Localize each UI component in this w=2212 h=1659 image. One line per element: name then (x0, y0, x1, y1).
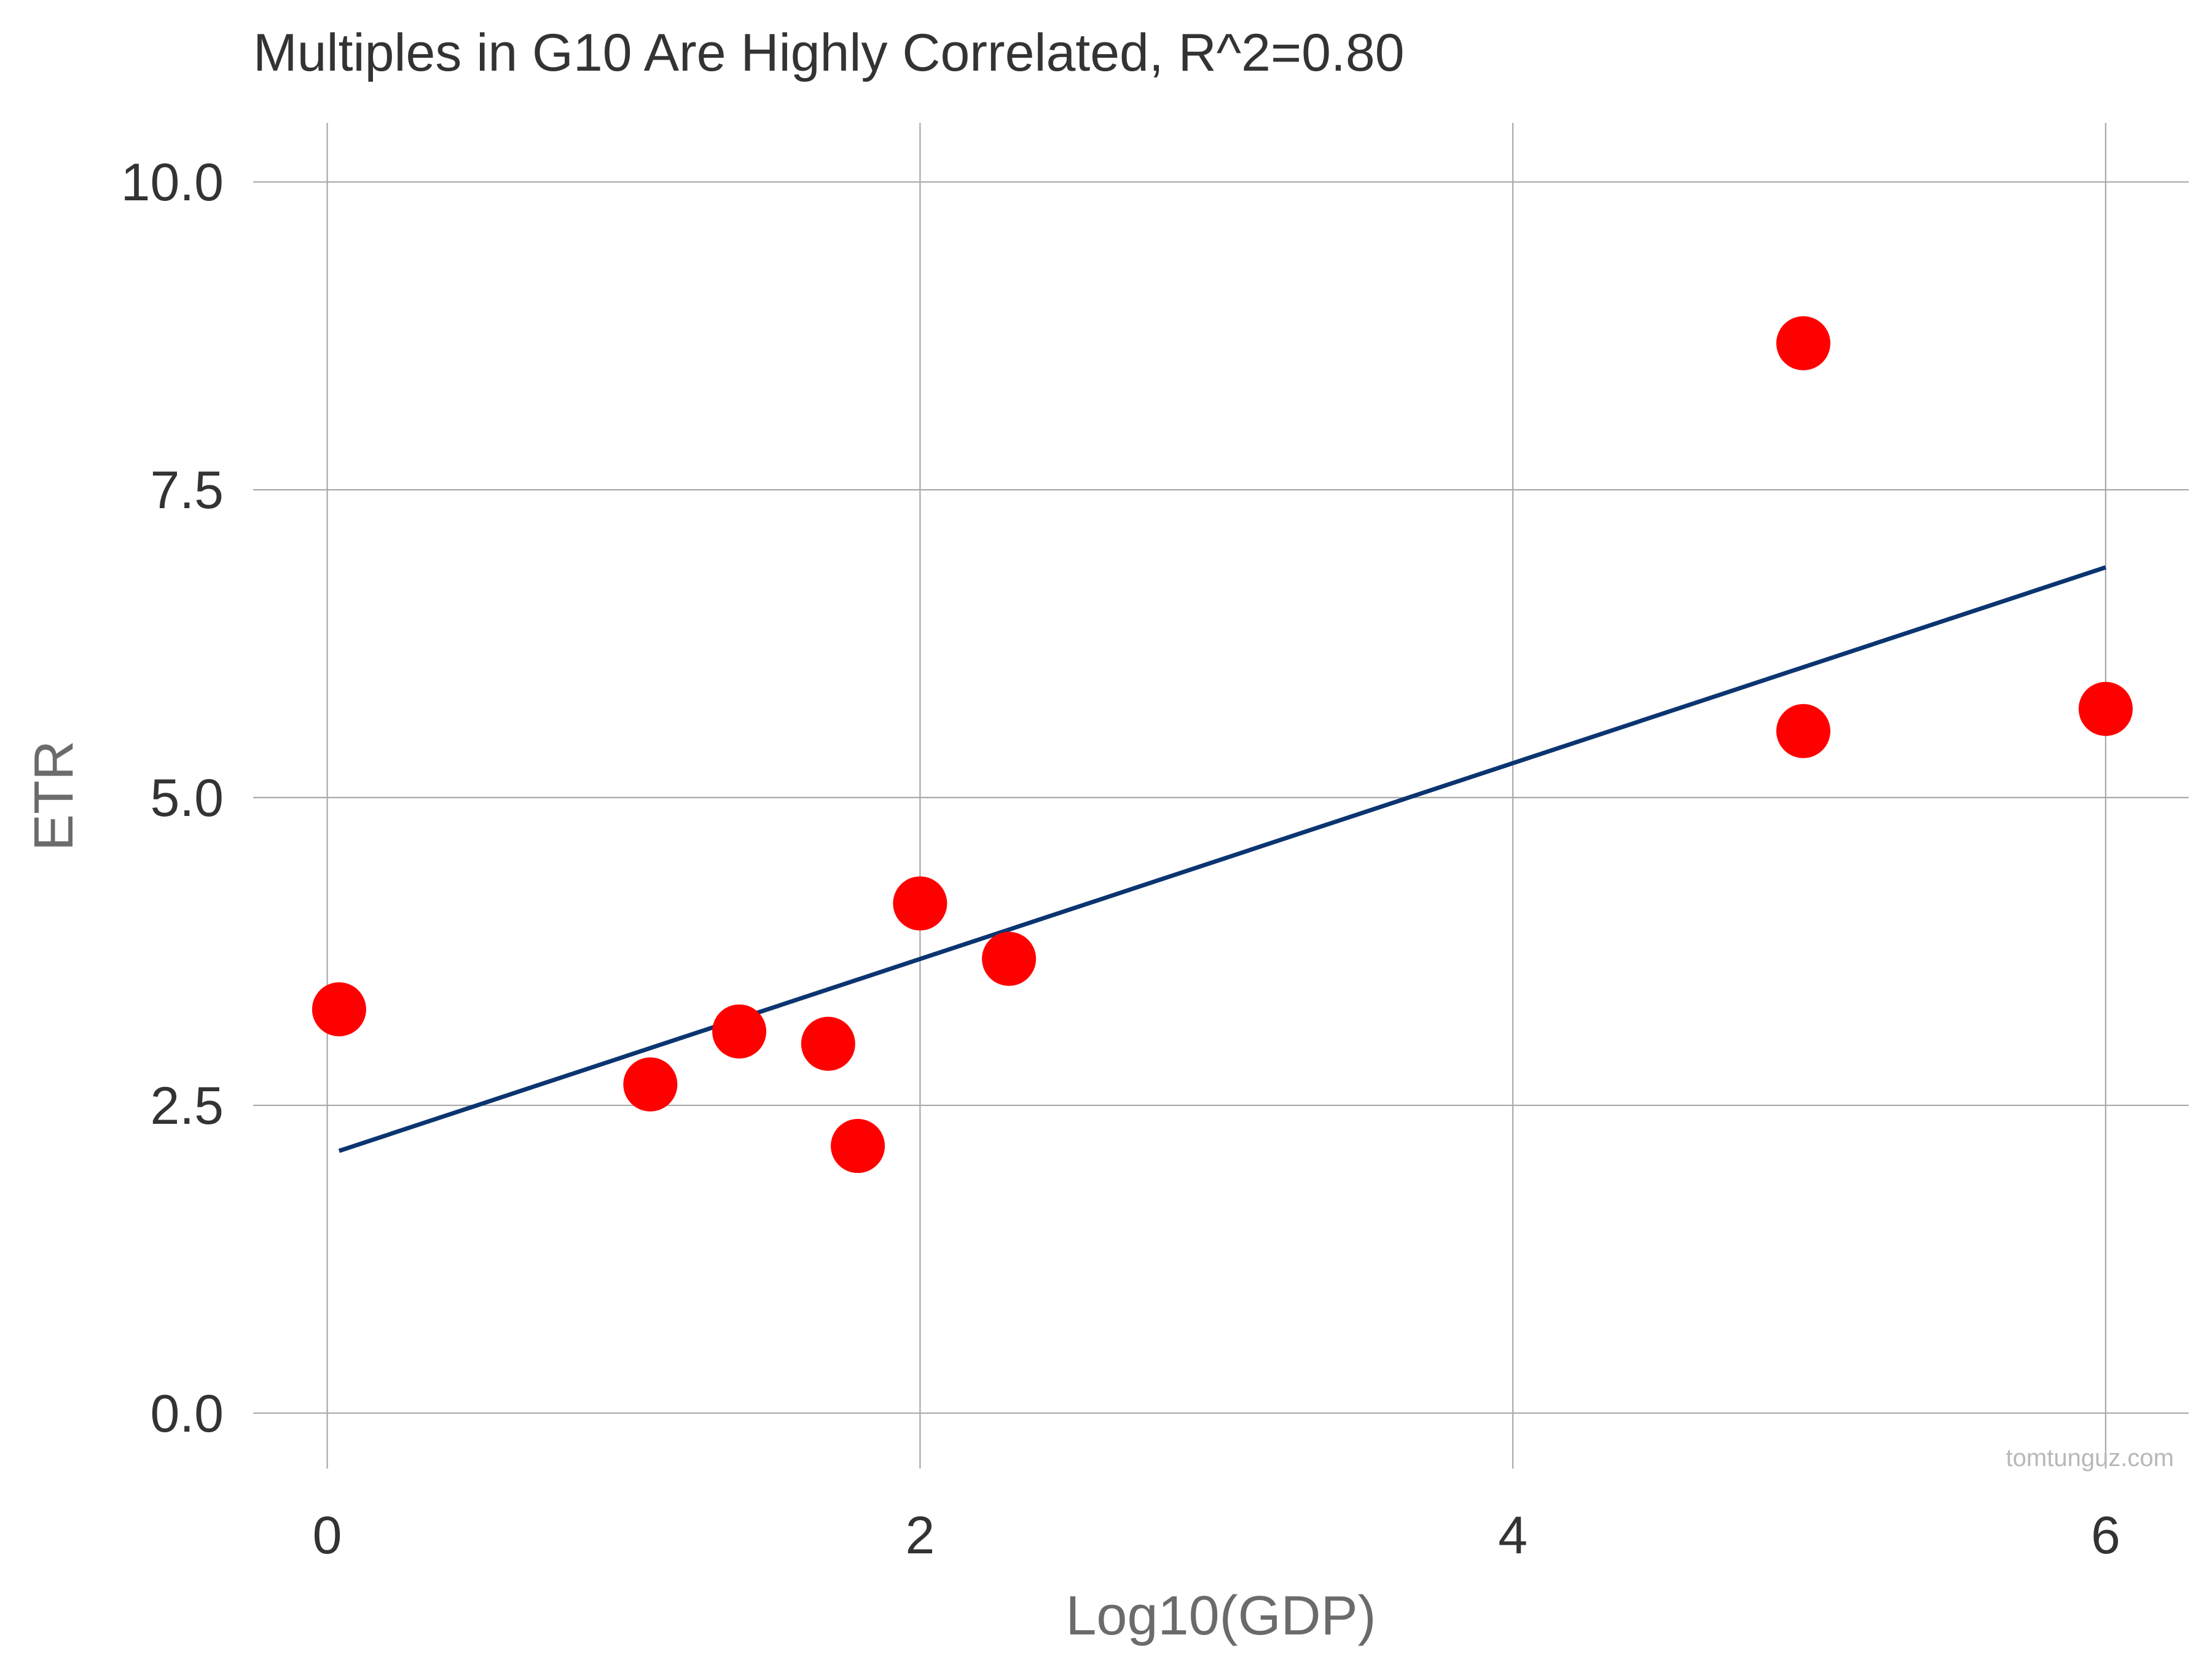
trend-layer (338, 565, 2107, 1153)
x-tick-label-1: 2 (905, 1506, 935, 1565)
x-axis-ticks: 0 2 4 6 (313, 1506, 2120, 1565)
points-layer (312, 316, 2133, 1174)
scatter-point-6 (893, 876, 947, 931)
y-tick-label-2: 5.0 (150, 769, 224, 828)
scatter-point-1 (312, 982, 366, 1037)
scatter-point-3 (712, 1004, 767, 1059)
x-tick-label-2: 4 (1498, 1506, 1528, 1565)
x-tick-label-3: 6 (2091, 1506, 2120, 1565)
chart-title: Multiples in G10 Are Highly Correlated, … (253, 23, 1405, 82)
scatter-point-7 (982, 931, 1037, 986)
watermark: tomtunguz.com (2006, 1445, 2174, 1472)
scatter-point-10 (2078, 681, 2133, 736)
scatter-point-5 (831, 1119, 885, 1174)
x-tick-label-0: 0 (313, 1506, 342, 1565)
y-tick-label-4: 10.0 (121, 153, 224, 212)
scatter-point-4 (801, 1016, 855, 1071)
x-axis-label: Log10(GDP) (1065, 1585, 1376, 1647)
grid-layer (253, 123, 2189, 1469)
y-tick-label-3: 7.5 (150, 461, 224, 520)
scatter-point-2 (623, 1057, 678, 1112)
trend-line (338, 565, 2107, 1153)
scatter-point-9 (1776, 704, 1830, 758)
y-axis-label: ETR (23, 740, 85, 851)
scatter-point-8 (1776, 316, 1830, 371)
y-tick-label-0: 0.0 (150, 1384, 224, 1443)
y-axis-ticks: 0.0 2.5 5.0 7.5 10.0 (121, 153, 224, 1443)
y-tick-label-1: 2.5 (150, 1077, 224, 1135)
